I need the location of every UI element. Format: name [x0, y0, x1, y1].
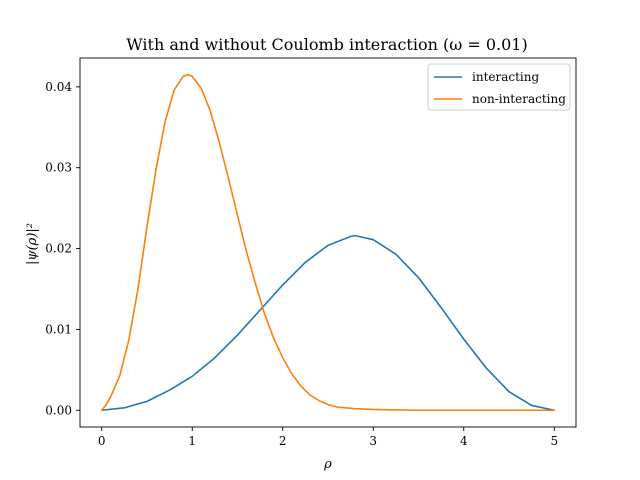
x-tick-label: 1	[188, 434, 196, 448]
y-tick-label: 0.02	[45, 242, 72, 256]
x-tick-label: 0	[98, 434, 106, 448]
legend-box	[427, 63, 571, 111]
y-tick-label: 0.04	[45, 80, 72, 94]
legend-label-non-interacting: non-interacting	[472, 92, 566, 106]
x-axis-label: ρ	[323, 457, 332, 472]
legend-label-interacting: interacting	[472, 70, 539, 84]
chart-title: With and without Coulomb interaction (ω …	[126, 35, 527, 54]
axes-frame	[79, 57, 577, 428]
x-tick-label: 3	[369, 434, 377, 448]
y-axis: 0.00 0.01 0.02 0.03 0.04	[45, 80, 80, 417]
x-axis: 0 1 2 3 4 5	[98, 427, 558, 448]
y-tick-label: 0.01	[45, 322, 72, 336]
legend: interacting non-interacting	[427, 63, 571, 111]
x-tick-label: 2	[279, 434, 287, 448]
y-tick-label: 0.00	[45, 403, 72, 417]
series-line-interacting	[100, 234, 556, 412]
plot-area	[79, 57, 577, 428]
y-tick-label: 0.03	[45, 161, 72, 175]
x-tick-label: 5	[550, 434, 558, 448]
y-axis-label: |ψ(ρ)|²	[25, 223, 40, 265]
series-line-non-interacting	[100, 73, 556, 412]
x-tick-label: 4	[460, 434, 468, 448]
